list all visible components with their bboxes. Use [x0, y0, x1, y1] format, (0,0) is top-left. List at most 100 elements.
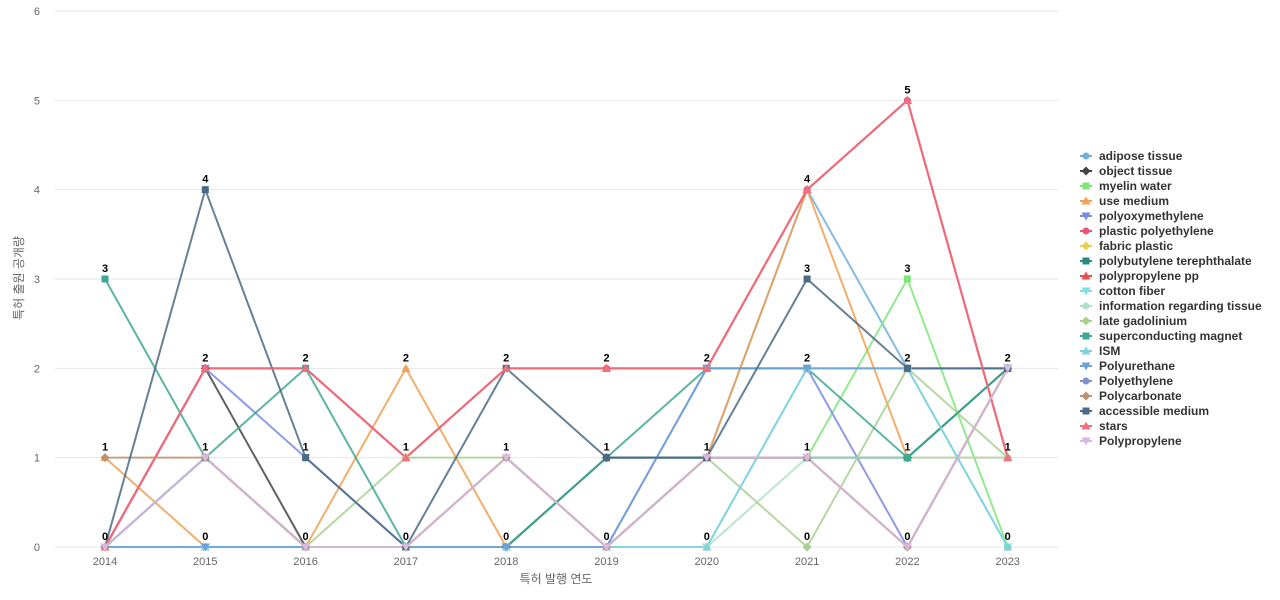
data-point-polypropylene[interactable] [702, 454, 712, 463]
legend-item-object-tissue[interactable]: object tissue [1080, 164, 1173, 178]
legend-item-myelin-water[interactable]: myelin water [1080, 179, 1172, 193]
legend-marker[interactable] [1081, 362, 1091, 371]
series-lines [104, 99, 1009, 548]
legend-marker[interactable] [1081, 316, 1091, 326]
legend-item-accessible-medium[interactable]: accessible medium [1080, 404, 1209, 418]
data-label: 0 [603, 531, 609, 543]
data-point-stars[interactable] [602, 363, 611, 372]
data-point-superconducting-magnet[interactable] [903, 454, 911, 462]
legend-item-adipose-tissue[interactable]: adipose tissue [1080, 149, 1183, 163]
legend-item-fabric-plastic[interactable]: fabric plastic [1080, 239, 1173, 253]
data-label: 5 [904, 84, 910, 96]
data-point-accessible-medium[interactable] [803, 275, 811, 283]
legend-label: Polycarbonate [1099, 389, 1182, 403]
data-point-accessible-medium[interactable] [302, 454, 310, 462]
legend-item-polypropylene[interactable]: Polypropylene [1080, 434, 1182, 448]
data-point-polypropylene[interactable] [1003, 364, 1013, 373]
legend-item-polyethylene[interactable]: Polyethylene [1080, 374, 1173, 388]
series-line-polypropylene-pp[interactable] [104, 99, 1009, 548]
data-point-stars[interactable] [1003, 453, 1013, 462]
legend-item-plastic-polyethylene[interactable]: plastic polyethylene [1080, 224, 1214, 238]
data-point-polypropylene[interactable] [902, 543, 912, 552]
legend-item-polycarbonate[interactable]: Polycarbonate [1080, 389, 1182, 403]
data-point-late-gadolinium[interactable] [802, 542, 812, 552]
legend-marker[interactable] [1081, 437, 1091, 446]
legend-item-ism[interactable]: ISM [1080, 344, 1120, 358]
legend-marker[interactable] [1082, 257, 1090, 265]
data-point-polypropylene[interactable] [200, 454, 210, 463]
legend-marker[interactable] [1081, 241, 1091, 251]
data-point-myelin-water[interactable] [903, 275, 911, 283]
data-point-polyurethane[interactable] [802, 364, 812, 373]
legend-item-information-regarding-tissue[interactable]: information regarding tissue [1080, 299, 1262, 313]
legend-item-late-gadolinium[interactable]: late gadolinium [1080, 314, 1187, 328]
data-point-stars[interactable] [301, 363, 311, 372]
x-tick-label: 2018 [494, 556, 518, 568]
legend-marker[interactable] [1082, 227, 1090, 235]
legend-marker[interactable] [1082, 377, 1090, 385]
legend-marker[interactable] [1081, 391, 1091, 401]
legend-marker[interactable] [1081, 196, 1091, 205]
legend-label: information regarding tissue [1099, 299, 1262, 313]
series-line-stars[interactable] [104, 99, 1009, 548]
data-point-accessible-medium[interactable] [201, 186, 209, 194]
data-point-polypropylene[interactable] [802, 454, 812, 463]
series-line-polyurethane[interactable] [105, 367, 1008, 548]
data-point-polypropylene[interactable] [401, 543, 411, 552]
series-line-plastic-polyethylene[interactable] [104, 99, 1009, 548]
data-point-superconducting-magnet[interactable] [101, 275, 109, 283]
legend-marker[interactable] [1082, 302, 1090, 310]
data-point-ism[interactable] [702, 542, 712, 551]
data-point-polycarbonate[interactable] [100, 453, 110, 463]
legend-marker[interactable] [1081, 212, 1091, 221]
data-point-use-medium[interactable] [401, 363, 411, 372]
legend-marker[interactable] [1081, 346, 1091, 355]
legend-marker[interactable] [1081, 287, 1091, 296]
data-label: 4 [804, 174, 811, 186]
data-label: 2 [704, 352, 710, 364]
legend-item-polypropylene-pp[interactable]: polypropylene pp [1080, 269, 1199, 283]
data-point-polypropylene[interactable] [301, 543, 311, 552]
data-point-polyurethane[interactable] [501, 543, 511, 552]
data-label: 2 [603, 352, 609, 364]
y-tick-label: 4 [34, 185, 40, 197]
x-tick-label: 2015 [193, 556, 217, 568]
legend-marker[interactable] [1082, 152, 1090, 160]
data-point-stars[interactable] [401, 453, 411, 462]
legend-label: stars [1099, 419, 1128, 433]
data-point-stars[interactable] [802, 185, 812, 194]
data-point-polypropylene[interactable] [100, 543, 110, 552]
legend-item-use-medium[interactable]: use medium [1080, 194, 1169, 208]
data-point-polypropylene[interactable] [501, 454, 511, 463]
data-point-accessible-medium[interactable] [603, 454, 610, 462]
legend-label: polyoxymethylene [1099, 209, 1204, 223]
legend-item-polybutylene-terephthalate[interactable]: polybutylene terephthalate [1080, 254, 1252, 268]
legend-item-polyurethane[interactable]: Polyurethane [1080, 359, 1175, 373]
legend-item-stars[interactable]: stars [1080, 419, 1128, 433]
legend-item-cotton-fiber[interactable]: cotton fiber [1080, 284, 1165, 298]
data-point-stars[interactable] [501, 363, 511, 372]
data-point-polyurethane[interactable] [200, 543, 210, 552]
data-point-polypropylene[interactable] [602, 543, 611, 552]
series-line-polypropylene[interactable] [104, 367, 1009, 548]
data-point-stars[interactable] [200, 363, 210, 372]
data-point-accessible-medium[interactable] [903, 364, 911, 372]
legend-marker[interactable] [1081, 166, 1091, 176]
legend-marker[interactable] [1081, 421, 1091, 430]
data-label: 1 [1005, 442, 1011, 454]
data-point-ism[interactable] [1003, 542, 1013, 551]
legend-item-superconducting-magnet[interactable]: superconducting magnet [1080, 329, 1242, 343]
data-label: 1 [704, 442, 710, 454]
legend-marker[interactable] [1082, 182, 1090, 190]
data-point-stars[interactable] [702, 363, 712, 372]
data-point-stars[interactable] [902, 95, 912, 104]
legend-label: adipose tissue [1099, 149, 1183, 163]
legend-marker[interactable] [1081, 271, 1091, 280]
data-label: 3 [804, 263, 810, 275]
series-line-accessible-medium[interactable] [104, 188, 1008, 548]
x-tick-label: 2021 [795, 556, 819, 568]
legend-marker[interactable] [1082, 407, 1090, 415]
legend-item-polyoxymethylene[interactable]: polyoxymethylene [1080, 209, 1204, 223]
legend-marker[interactable] [1082, 332, 1090, 340]
